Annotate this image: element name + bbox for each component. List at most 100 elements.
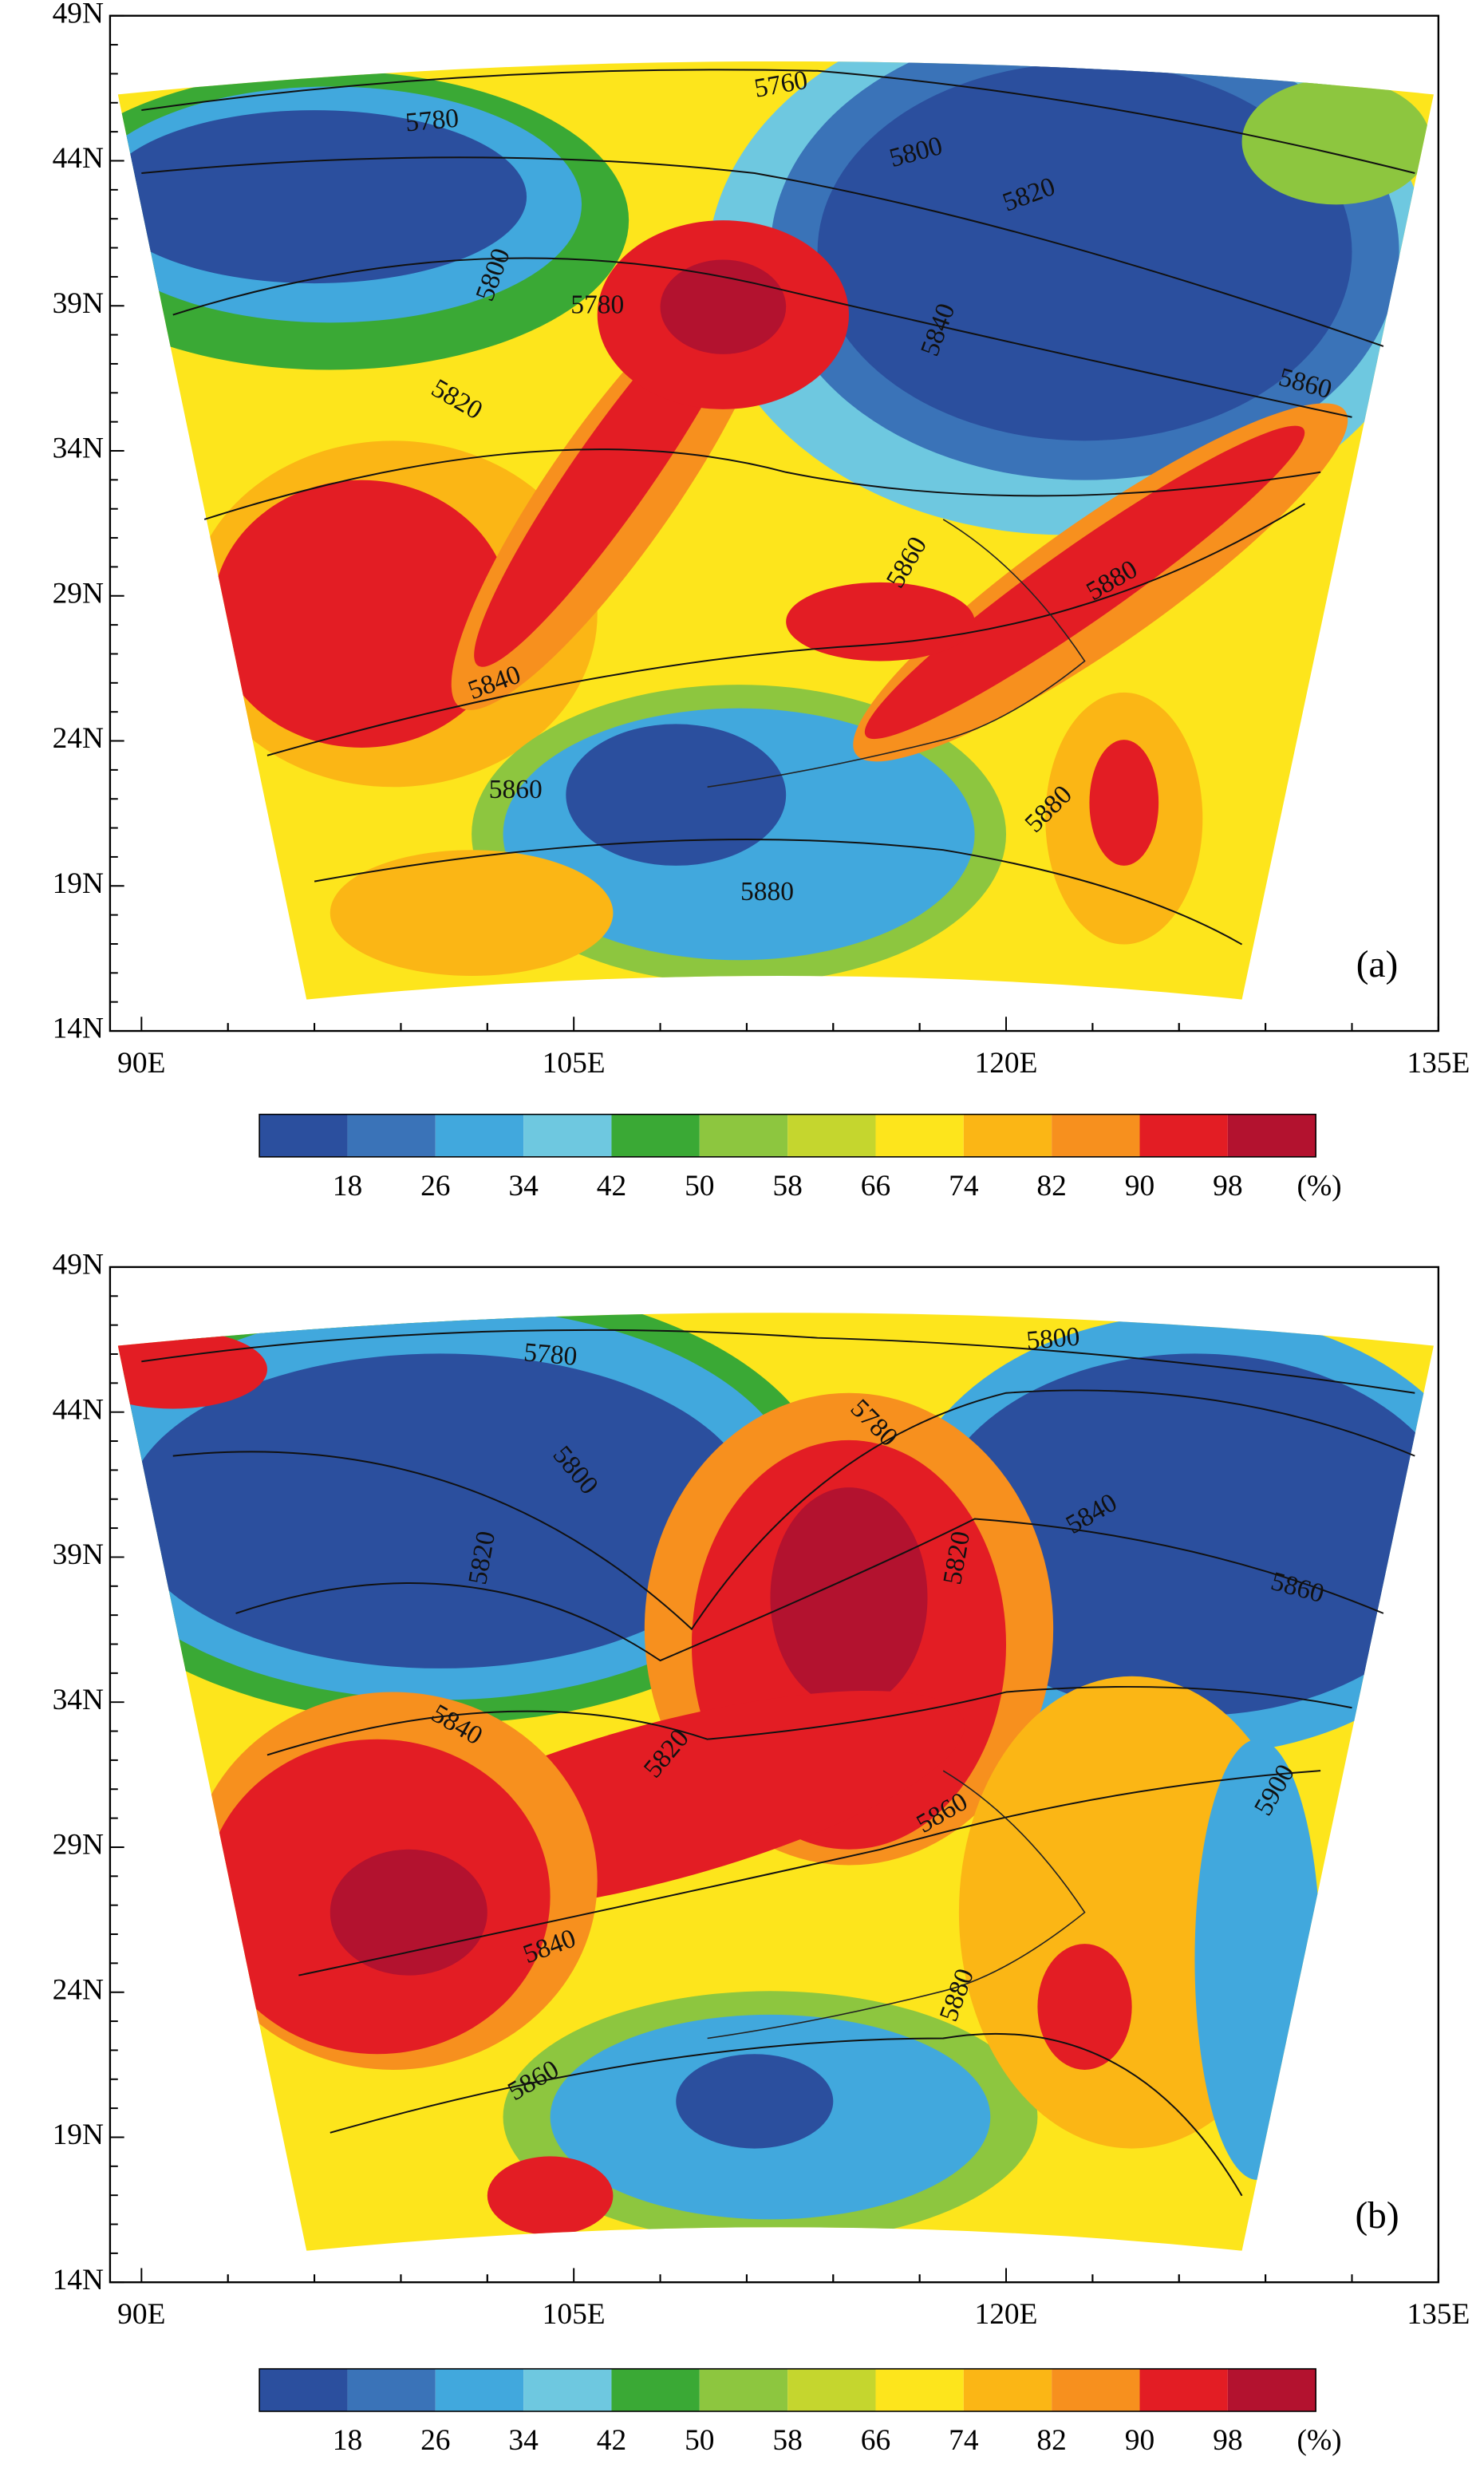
y-tick-label: 44N xyxy=(53,142,104,175)
colorbar-box xyxy=(787,2368,876,2411)
colorbar-frame xyxy=(259,1113,1316,1158)
contour-label: 5780 xyxy=(405,104,460,138)
colorbar-box xyxy=(1227,1114,1316,1157)
field-patch xyxy=(1037,1944,1132,2070)
field-patch xyxy=(330,1849,487,1976)
panel-b: 49N 44N 39N 34N 29N 24N 19N 14N 90E 105E 120E 135E 5… xyxy=(53,1249,1470,2332)
contour-line xyxy=(172,1389,1415,1631)
coastline xyxy=(707,1770,1086,2040)
colorbar-label: 58 xyxy=(772,2424,802,2457)
y-tick-label: 24N xyxy=(53,1973,104,2006)
field-patch xyxy=(330,850,614,976)
map-frame xyxy=(109,14,1440,1033)
y-tick-label: 19N xyxy=(53,867,104,900)
colorbar: 18 26 34 42 50 58 66 74 82 90 98 (%) xyxy=(259,2367,1342,2457)
panel-label: (a) xyxy=(1356,944,1398,985)
y-tick-label: 39N xyxy=(53,1538,104,1571)
colorbar-unit: (%) xyxy=(1297,2424,1342,2457)
contour-label: 5860 xyxy=(489,775,543,804)
colorbar-label: 50 xyxy=(685,1170,714,1202)
contour-line xyxy=(266,503,1305,756)
x-tick-label: 105E xyxy=(543,2298,606,2331)
contours xyxy=(141,69,1415,946)
colorbar-label: 82 xyxy=(1036,1170,1066,1202)
colorbar-box xyxy=(347,2368,436,2411)
field-patch xyxy=(566,724,787,866)
humidity-field xyxy=(117,61,1434,1000)
colorbar-label: 50 xyxy=(685,2424,714,2457)
y-tick-label: 49N xyxy=(53,0,104,30)
colorbar-label: 58 xyxy=(772,1170,802,1202)
colorbar-label: 98 xyxy=(1213,1170,1242,1202)
field-patch xyxy=(927,1353,1434,1716)
colorbar-box xyxy=(347,1114,436,1157)
field-patch xyxy=(1089,740,1159,866)
field-patch xyxy=(211,480,511,748)
colorbar-frame xyxy=(259,2367,1316,2412)
x-tick-label: 120E xyxy=(975,2298,1038,2331)
colorbar-label: 42 xyxy=(597,1170,626,1202)
colorbar-box xyxy=(963,2368,1052,2411)
map-frame xyxy=(109,1266,1440,2284)
colorbar-box xyxy=(611,1114,700,1157)
colorbar-box xyxy=(699,1114,788,1157)
contour-label: 5780 xyxy=(523,1337,578,1372)
x-tick-label: 120E xyxy=(975,1047,1038,1080)
y-tick-label: 29N xyxy=(53,577,104,610)
field-patch xyxy=(117,1329,267,1409)
y-tick-label: 34N xyxy=(53,432,104,465)
contour-line xyxy=(314,839,1243,946)
colorbar-unit: (%) xyxy=(1297,1170,1342,1202)
panel-a: 49N 44N 39N 34N 29N 24N 19N 14N 90E 105E 120E 135E 5… xyxy=(53,0,1470,1080)
humidity-field xyxy=(117,1313,1434,2251)
y-tick-label: 24N xyxy=(53,722,104,755)
contour-line xyxy=(141,69,1415,174)
colorbar-box xyxy=(435,1114,524,1157)
contour-line xyxy=(235,1518,1384,1662)
contour-line xyxy=(298,1770,1321,1976)
colorbar-label: 42 xyxy=(597,2424,626,2457)
contour-line xyxy=(330,2032,1243,2197)
colorbar-box xyxy=(1052,2368,1140,2411)
x-tick-label: 90E xyxy=(117,2298,165,2331)
x-tick-label: 135E xyxy=(1407,1047,1470,1080)
colorbar-label: 66 xyxy=(861,2424,890,2457)
colorbar-box xyxy=(1227,2368,1316,2411)
x-tick-label: 105E xyxy=(543,1047,606,1080)
colorbar-label: 74 xyxy=(949,1170,979,1202)
colorbar-label: 74 xyxy=(949,2424,979,2457)
field-patch xyxy=(864,425,1305,740)
colorbar-box xyxy=(787,1114,876,1157)
field-patch xyxy=(660,259,787,354)
colorbar-label: 66 xyxy=(861,1170,890,1202)
y-tick-label: 44N xyxy=(53,1393,104,1426)
contour-label: 5880 xyxy=(740,877,794,906)
y-tick-label: 34N xyxy=(53,1684,104,1716)
field-patch xyxy=(786,582,975,661)
colorbar-box xyxy=(963,1114,1052,1157)
colorbar-box xyxy=(699,2368,788,2411)
y-tick-label: 29N xyxy=(53,1829,104,1862)
x-tick-label: 90E xyxy=(117,1047,165,1080)
contour-line xyxy=(141,1329,1415,1394)
y-tick-label: 14N xyxy=(53,2264,104,2296)
colorbar-label: 18 xyxy=(333,2424,362,2457)
contour-line xyxy=(266,1685,1352,1756)
field-patch xyxy=(676,2054,834,2149)
field-patch xyxy=(1241,78,1431,205)
field-patch xyxy=(117,110,527,284)
colorbar-label: 18 xyxy=(333,1170,362,1202)
colorbar-label: 82 xyxy=(1036,2424,1066,2457)
colorbar-label: 98 xyxy=(1213,2424,1242,2457)
contour-line xyxy=(141,156,1384,347)
colorbar-label: 26 xyxy=(420,1170,450,1202)
colorbar-box xyxy=(523,2368,612,2411)
colorbar-label: 26 xyxy=(420,2424,450,2457)
y-tick-label: 39N xyxy=(53,287,104,320)
colorbar-box xyxy=(1139,2368,1228,2411)
colorbar-label: 34 xyxy=(508,1170,539,1202)
colorbar-box xyxy=(435,2368,524,2411)
colorbar-label: 90 xyxy=(1125,2424,1154,2457)
